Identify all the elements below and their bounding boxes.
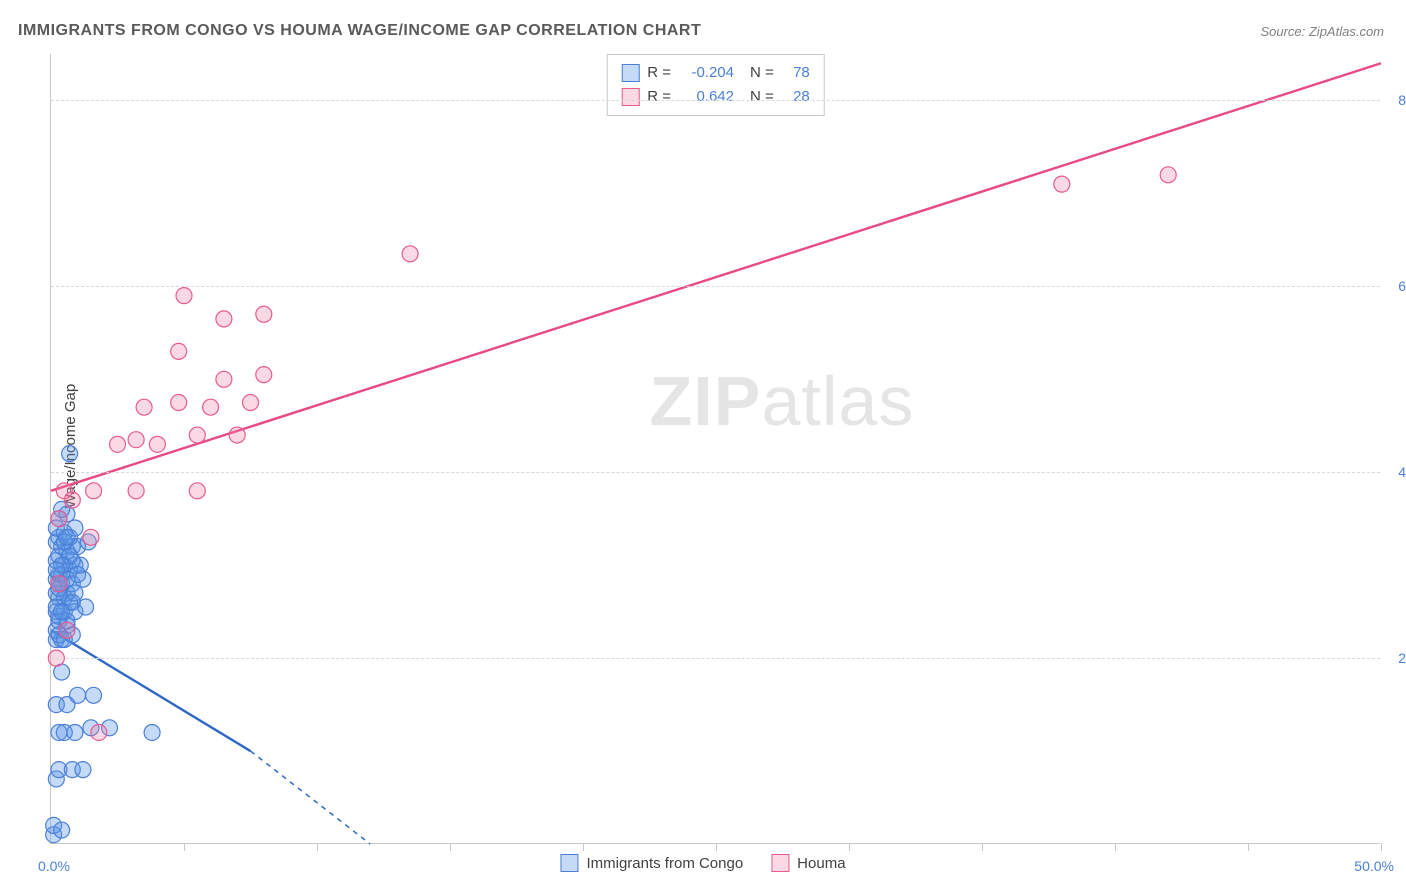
data-point <box>128 483 144 499</box>
swatch-blue-icon <box>560 854 578 872</box>
data-point <box>51 576 67 592</box>
trend-line <box>51 63 1381 491</box>
stats-n-label: N = <box>750 61 774 85</box>
stats-r-value-0: -0.204 <box>679 61 734 85</box>
data-point <box>1160 167 1176 183</box>
data-point <box>243 395 259 411</box>
data-point <box>189 483 205 499</box>
data-point <box>67 585 83 601</box>
x-axis-origin-label: 0.0% <box>38 858 70 874</box>
stats-box: R = -0.204 N = 78 R = 0.642 N = 28 <box>606 54 825 116</box>
data-point <box>56 483 72 499</box>
data-point <box>51 511 67 527</box>
y-tick-label: 80.0% <box>1388 92 1406 108</box>
data-point <box>256 306 272 322</box>
x-tick <box>849 843 850 851</box>
gridline-h <box>51 658 1380 659</box>
stats-r-label: R = <box>647 85 671 109</box>
data-point <box>229 427 245 443</box>
data-point <box>128 432 144 448</box>
data-point <box>70 566 86 582</box>
data-point <box>402 246 418 262</box>
stats-row-series-0: R = -0.204 N = 78 <box>621 61 810 85</box>
x-tick <box>1115 843 1116 851</box>
data-point <box>176 288 192 304</box>
data-point <box>86 687 102 703</box>
legend-label-0: Immigrants from Congo <box>586 855 743 872</box>
data-point <box>48 562 64 578</box>
x-tick <box>450 843 451 851</box>
x-tick <box>716 843 717 851</box>
data-point <box>62 446 78 462</box>
data-point <box>86 483 102 499</box>
data-point <box>203 399 219 415</box>
data-point <box>149 436 165 452</box>
source-attribution: Source: ZipAtlas.com <box>1260 24 1384 39</box>
stats-n-label: N = <box>750 85 774 109</box>
x-tick <box>1248 843 1249 851</box>
data-point <box>144 724 160 740</box>
chart-title: IMMIGRANTS FROM CONGO VS HOUMA WAGE/INCO… <box>18 22 701 40</box>
bottom-legend: Immigrants from Congo Houma <box>560 854 845 872</box>
data-point <box>54 822 70 838</box>
data-point <box>59 622 75 638</box>
x-axis-end-label: 50.0% <box>1354 858 1394 874</box>
gridline-h <box>51 100 1380 101</box>
x-tick <box>317 843 318 851</box>
x-tick <box>184 843 185 851</box>
trend-line-extrapolated <box>251 751 371 844</box>
stats-n-value-1: 28 <box>782 85 810 109</box>
data-point <box>216 311 232 327</box>
data-point <box>75 762 91 778</box>
swatch-pink-icon <box>621 88 639 106</box>
data-point <box>256 367 272 383</box>
legend-item-0: Immigrants from Congo <box>560 854 743 872</box>
data-point <box>67 724 83 740</box>
data-point <box>54 604 70 620</box>
swatch-pink-icon <box>771 854 789 872</box>
y-tick-label: 20.0% <box>1388 650 1406 666</box>
chart-svg <box>51 54 1381 844</box>
plot-area: ZIPatlas R = -0.204 N = 78 R = 0.642 N =… <box>50 54 1380 844</box>
data-point <box>91 724 107 740</box>
x-tick <box>583 843 584 851</box>
gridline-h <box>51 472 1380 473</box>
data-point <box>1054 176 1070 192</box>
stats-row-series-1: R = 0.642 N = 28 <box>621 85 810 109</box>
data-point <box>216 371 232 387</box>
legend-label-1: Houma <box>797 855 845 872</box>
stats-r-value-1: 0.642 <box>679 85 734 109</box>
stats-r-label: R = <box>647 61 671 85</box>
x-tick <box>982 843 983 851</box>
data-point <box>136 399 152 415</box>
data-point <box>83 529 99 545</box>
data-point <box>59 529 75 545</box>
y-tick-label: 60.0% <box>1388 278 1406 294</box>
data-point <box>110 436 126 452</box>
data-point <box>70 687 86 703</box>
gridline-h <box>51 286 1380 287</box>
legend-item-1: Houma <box>771 854 845 872</box>
data-point <box>171 343 187 359</box>
data-point <box>171 395 187 411</box>
swatch-blue-icon <box>621 64 639 82</box>
stats-n-value-0: 78 <box>782 61 810 85</box>
data-point <box>189 427 205 443</box>
x-tick <box>1381 843 1382 851</box>
y-tick-label: 40.0% <box>1388 464 1406 480</box>
